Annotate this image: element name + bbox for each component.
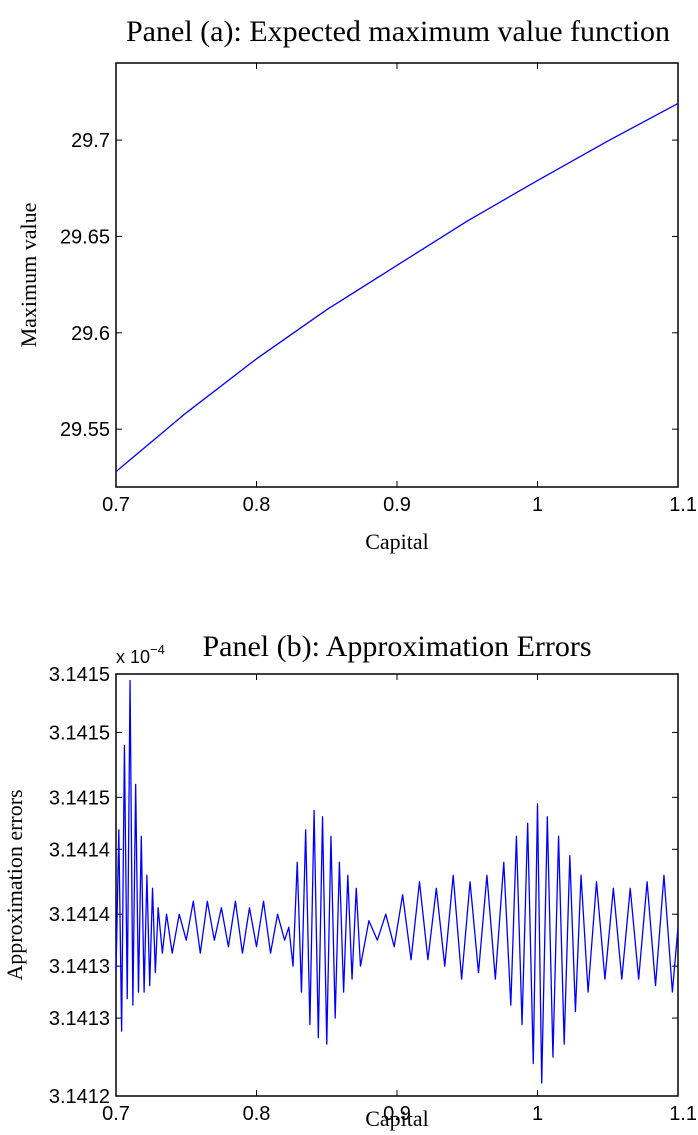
panel-b-x-tick-label: 0.7: [102, 1103, 130, 1125]
panel-b-plot-frame: [115, 673, 679, 1097]
panel-a-title: Panel (a): Expected maximum value functi…: [126, 15, 670, 48]
panel-a-y-tick-label: 29.7: [71, 130, 110, 152]
panel-a: Panel (a): Expected maximum value functi…: [16, 15, 697, 554]
panel-b-y-tick-label: 3.1414: [49, 839, 110, 861]
panel-b-x-tick-label: 1: [532, 1103, 543, 1125]
panel-b-y-tick-label: 3.1413: [49, 1008, 110, 1030]
panel-b-title: Panel (b): Approximation Errors: [202, 630, 591, 663]
panel-b-x-tick-label: 0.8: [243, 1103, 271, 1125]
panel-a-x-tick-label: 0.9: [383, 494, 411, 516]
panel-a-ticks: 0.7 0.8 0.9 1 1.1 29.55 29.6 29.65 29.7: [60, 63, 697, 516]
panel-b: Panel (b): Approximation Errors x 10−4 0…: [2, 630, 697, 1131]
panel-b-y-tick-label: 3.1415: [49, 787, 110, 809]
panel-a-y-tick-label: 29.55: [60, 419, 110, 441]
panel-b-multiplier-exponent: −4: [150, 642, 165, 657]
panel-a-y-axis-label: Maximum value: [16, 203, 41, 348]
panel-b-y-axis-label: Approximation errors: [2, 789, 27, 980]
panel-b-x-axis-label: Capital: [365, 1106, 429, 1131]
panel-b-x-tick-label: 1.1: [669, 1103, 697, 1125]
panel-b-approximation-error-line: [115, 679, 679, 1084]
panel-a-x-tick-label: 1: [532, 494, 543, 516]
panel-b-x-tick-label: 0.9: [383, 1103, 411, 1125]
panel-b-multiplier-base: x 10: [116, 647, 150, 667]
panel-b-y-tick-label: 3.1412: [49, 1086, 110, 1108]
panel-a-x-tick-label: 1.1: [669, 494, 697, 516]
panel-b-ticks: 0.7 0.8 0.9 1 1.1 3.1412 3.1413 3.1413 3.1414 3.1…: [49, 664, 697, 1125]
panel-a-x-tick-label: 0.8: [243, 494, 271, 516]
panel-a-x-tick-label: 0.7: [102, 494, 130, 516]
panel-b-y-tick-label: 3.1413: [49, 956, 110, 978]
panel-a-plot-frame: [115, 62, 679, 488]
panel-a-y-tick-label: 29.6: [71, 323, 110, 345]
panel-b-y-tick-label: 3.1414: [49, 904, 110, 926]
panel-a-x-axis-label: Capital: [365, 529, 429, 554]
panel-b-axis-multiplier: x 10−4: [116, 642, 165, 667]
panel-b-y-tick-label: 3.1415: [49, 664, 110, 686]
panel-b-y-tick-label: 3.1415: [49, 722, 110, 744]
panel-a-value-function-line: [115, 102, 679, 473]
panel-a-y-tick-label: 29.65: [60, 226, 110, 248]
